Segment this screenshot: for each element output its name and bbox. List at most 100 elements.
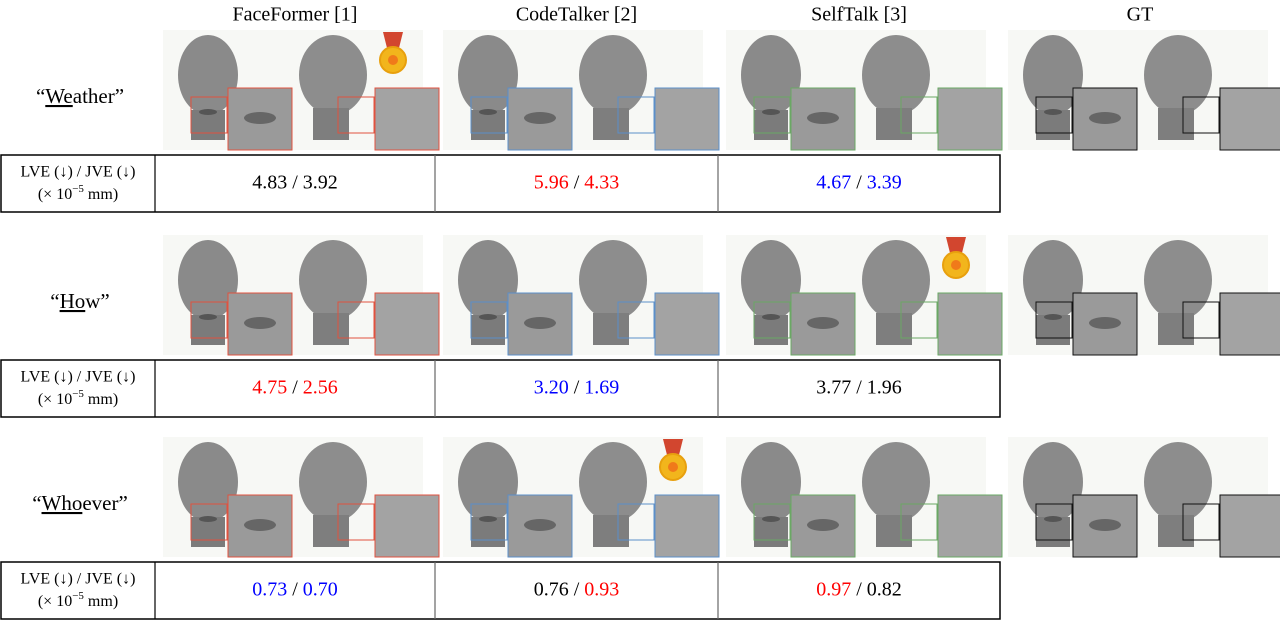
front-head xyxy=(1023,240,1083,320)
front-head xyxy=(741,240,801,320)
lve: 0.73 xyxy=(252,578,287,600)
face-render xyxy=(1008,30,1280,151)
metric-label: LVE (↓) / JVE (↓) xyxy=(21,369,136,386)
front-mouth xyxy=(199,109,217,115)
metric-value: 4.75 / 2.56 xyxy=(252,376,338,398)
separator: / xyxy=(851,376,867,398)
zoom-large xyxy=(374,292,440,356)
jve: 4.33 xyxy=(584,171,619,193)
face-render xyxy=(443,30,720,151)
side-head xyxy=(579,35,647,115)
word-suffix: ather” xyxy=(73,84,124,108)
metric-value: 5.96 / 4.33 xyxy=(534,171,620,193)
metric-unit: (× 10−5 mm) xyxy=(38,183,118,203)
front-mouth xyxy=(479,109,497,115)
unit-exponent: −5 xyxy=(72,388,84,400)
jve: 0.82 xyxy=(867,578,902,600)
medal-star xyxy=(668,462,678,472)
zoom-small xyxy=(617,301,655,339)
zoom-small xyxy=(1182,301,1220,339)
zoom-large xyxy=(1219,494,1280,558)
front-head xyxy=(178,240,238,320)
zoom-mouth xyxy=(1089,519,1121,531)
zoom-small xyxy=(617,96,655,134)
side-head xyxy=(579,442,647,522)
front-mouth xyxy=(1044,109,1062,115)
unit-exponent: −5 xyxy=(72,590,84,602)
front-mouth xyxy=(479,314,497,320)
unit-prefix: (× 10 xyxy=(38,391,72,408)
word-prefix: “ xyxy=(32,491,41,515)
metric-value: 3.20 / 1.69 xyxy=(534,376,620,398)
side-head xyxy=(1144,35,1212,115)
column-header: FaceFormer [1] xyxy=(233,4,358,26)
front-mouth xyxy=(762,516,780,522)
zoom-small xyxy=(190,503,228,541)
front-head xyxy=(178,35,238,115)
metric-value: 4.83 / 3.92 xyxy=(252,171,338,193)
front-mouth xyxy=(199,516,217,522)
front-head xyxy=(178,442,238,522)
zoom-mouth xyxy=(524,519,556,531)
zoom-small xyxy=(753,301,791,339)
metric-unit: (× 10−5 mm) xyxy=(38,590,118,610)
lve: 5.96 xyxy=(534,171,569,193)
front-head xyxy=(741,35,801,115)
side-head xyxy=(862,442,930,522)
zoom-small xyxy=(1035,96,1073,134)
zoom-small xyxy=(753,96,791,134)
medal-ribbon xyxy=(946,237,966,253)
zoom-small xyxy=(900,301,938,339)
side-head xyxy=(862,240,930,320)
jve: 2.56 xyxy=(303,376,338,398)
zoom-small xyxy=(337,96,375,134)
side-head xyxy=(579,240,647,320)
zoom-small xyxy=(900,96,938,134)
side-head xyxy=(299,240,367,320)
face-render xyxy=(726,30,1003,151)
face-render xyxy=(726,235,1003,356)
separator: / xyxy=(851,578,867,600)
word-suffix: ever” xyxy=(82,491,127,515)
zoom-mouth xyxy=(524,112,556,124)
lve: 3.77 xyxy=(816,376,851,398)
zoom-large xyxy=(1219,292,1280,356)
front-mouth xyxy=(479,516,497,522)
side-neck xyxy=(593,515,629,547)
face-render xyxy=(163,235,440,356)
separator: / xyxy=(569,578,585,600)
separator: / xyxy=(287,171,303,193)
zoom-mouth xyxy=(244,519,276,531)
zoom-large xyxy=(937,494,1003,558)
jve: 3.39 xyxy=(867,171,902,193)
face-render xyxy=(443,235,720,356)
table-border xyxy=(0,154,1001,213)
zoom-mouth xyxy=(807,317,839,329)
front-head xyxy=(1023,442,1083,522)
zoom-large xyxy=(937,87,1003,151)
side-head xyxy=(299,442,367,522)
zoom-small xyxy=(470,301,508,339)
zoom-small xyxy=(190,301,228,339)
separator: / xyxy=(851,171,867,193)
zoom-small xyxy=(1035,503,1073,541)
word-prefix: “ xyxy=(50,289,59,313)
side-head xyxy=(299,35,367,115)
front-mouth xyxy=(762,109,780,115)
face-render xyxy=(1008,437,1280,558)
lve: 4.83 xyxy=(252,171,287,193)
column-header: CodeTalker [2] xyxy=(516,4,637,26)
unit-suffix: mm) xyxy=(84,391,118,408)
zoom-large xyxy=(654,87,720,151)
metric-value: 3.77 / 1.96 xyxy=(816,376,902,398)
medal-star xyxy=(951,260,961,270)
side-neck xyxy=(1158,313,1194,345)
unit-suffix: mm) xyxy=(84,186,118,203)
zoom-large xyxy=(654,494,720,558)
jve: 0.93 xyxy=(584,578,619,600)
front-mouth xyxy=(1044,516,1062,522)
metric-value: 4.67 / 3.39 xyxy=(816,171,902,193)
metric-unit: (× 10−5 mm) xyxy=(38,388,118,408)
zoom-mouth xyxy=(524,317,556,329)
